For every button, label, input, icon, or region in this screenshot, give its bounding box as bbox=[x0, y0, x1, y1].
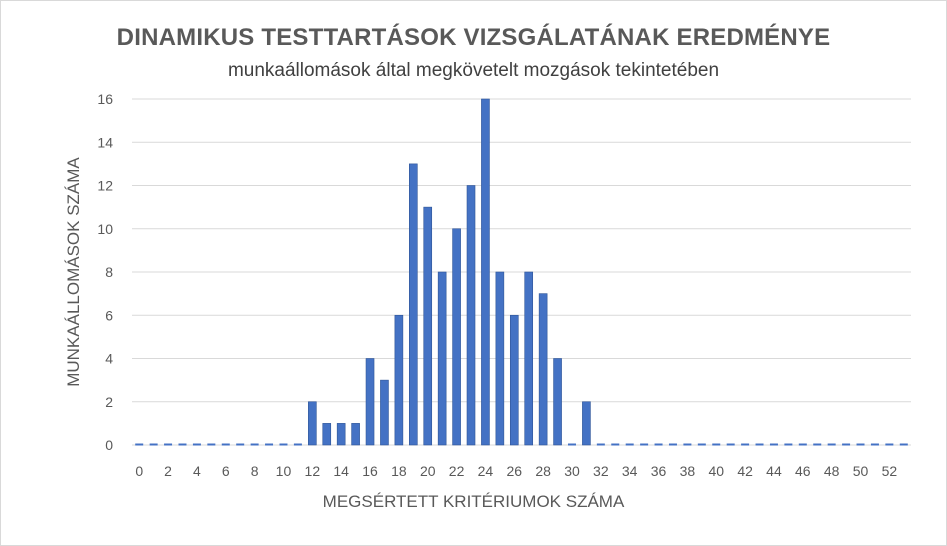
bar bbox=[769, 443, 778, 446]
bar bbox=[279, 443, 288, 446]
bar bbox=[135, 443, 144, 446]
bar bbox=[308, 401, 317, 446]
bar bbox=[870, 443, 879, 446]
x-tick-label: 46 bbox=[795, 463, 811, 479]
bar bbox=[553, 358, 562, 446]
bar bbox=[409, 163, 418, 446]
bar bbox=[582, 401, 591, 446]
y-tick-label: 2 bbox=[105, 394, 113, 410]
x-tick-label: 8 bbox=[251, 463, 259, 479]
x-tick-label: 10 bbox=[276, 463, 292, 479]
bar bbox=[668, 443, 677, 446]
chart-title: DINAMIKUS TESTTARTÁSOK VIZSGÁLATÁNAK ERE… bbox=[116, 24, 831, 51]
bar bbox=[683, 443, 692, 446]
x-tick-label: 38 bbox=[680, 463, 696, 479]
y-tick-label: 4 bbox=[105, 351, 113, 367]
bar bbox=[178, 443, 187, 446]
y-tick-label: 10 bbox=[97, 221, 113, 237]
bar bbox=[625, 443, 634, 446]
bar bbox=[712, 443, 721, 446]
y-tick-label: 6 bbox=[105, 307, 113, 323]
bar bbox=[207, 443, 216, 446]
bar bbox=[654, 443, 663, 446]
bar bbox=[798, 443, 807, 446]
x-tick-label: 12 bbox=[305, 463, 321, 479]
bar bbox=[524, 271, 534, 446]
x-tick-label: 28 bbox=[535, 463, 551, 479]
x-tick-label: 40 bbox=[708, 463, 724, 479]
x-tick-label: 6 bbox=[222, 463, 230, 479]
x-tick-label: 48 bbox=[824, 463, 840, 479]
bar bbox=[755, 443, 764, 446]
x-axis-label: MEGSÉRTETT KRITÉRIUMOK SZÁMA bbox=[322, 492, 625, 511]
x-tick-label: 42 bbox=[737, 463, 753, 479]
y-tick-label: 16 bbox=[97, 91, 113, 107]
bar bbox=[265, 443, 274, 446]
bar bbox=[336, 423, 346, 446]
x-tick-label: 26 bbox=[506, 463, 522, 479]
bar bbox=[726, 443, 735, 446]
bar bbox=[423, 206, 433, 446]
y-tick-label: 0 bbox=[105, 437, 113, 453]
x-tick-label: 0 bbox=[135, 463, 143, 479]
x-tick-label: 34 bbox=[622, 463, 638, 479]
x-tick-label: 50 bbox=[853, 463, 869, 479]
bar bbox=[640, 443, 649, 446]
bar bbox=[236, 443, 245, 446]
bar bbox=[322, 423, 332, 446]
bar bbox=[899, 443, 908, 446]
bar bbox=[164, 443, 173, 446]
x-tick-label: 24 bbox=[478, 463, 494, 479]
bar bbox=[567, 443, 576, 446]
x-tick-label: 16 bbox=[362, 463, 378, 479]
y-tick-label: 12 bbox=[97, 178, 113, 194]
y-tick-label: 14 bbox=[97, 134, 113, 150]
bar bbox=[149, 443, 158, 446]
x-tick-label: 30 bbox=[564, 463, 580, 479]
bar bbox=[509, 314, 519, 446]
x-tick-label: 2 bbox=[164, 463, 172, 479]
bar bbox=[437, 271, 447, 446]
bar bbox=[596, 443, 605, 446]
bar bbox=[221, 443, 230, 446]
bar bbox=[827, 443, 836, 446]
x-tick-label: 18 bbox=[391, 463, 407, 479]
x-tick-label: 22 bbox=[449, 463, 465, 479]
bar bbox=[885, 443, 894, 446]
bar bbox=[380, 379, 389, 446]
bar bbox=[697, 443, 706, 446]
bar bbox=[538, 293, 548, 446]
bar bbox=[741, 443, 750, 446]
x-tick-label: 44 bbox=[766, 463, 782, 479]
x-tick-label: 32 bbox=[593, 463, 609, 479]
x-tick-label: 14 bbox=[333, 463, 349, 479]
bar bbox=[813, 443, 822, 446]
x-tick-label: 20 bbox=[420, 463, 436, 479]
x-tick-label: 52 bbox=[882, 463, 898, 479]
bar bbox=[452, 228, 461, 446]
bar bbox=[611, 443, 620, 446]
x-tick-label: 36 bbox=[651, 463, 667, 479]
bar bbox=[495, 271, 505, 446]
bar bbox=[842, 443, 851, 446]
bar bbox=[250, 443, 259, 446]
y-tick-label: 8 bbox=[105, 264, 113, 280]
bar bbox=[784, 443, 793, 446]
bar bbox=[394, 314, 404, 446]
bar bbox=[293, 443, 302, 446]
chart-subtitle: munkaállomások által megkövetelt mozgáso… bbox=[227, 60, 720, 81]
bar bbox=[466, 185, 476, 446]
bar bbox=[351, 423, 360, 446]
bar bbox=[365, 358, 375, 446]
bar bbox=[856, 443, 865, 446]
x-tick-label: 4 bbox=[193, 463, 201, 479]
bar bbox=[481, 98, 490, 446]
bar bbox=[192, 443, 201, 446]
